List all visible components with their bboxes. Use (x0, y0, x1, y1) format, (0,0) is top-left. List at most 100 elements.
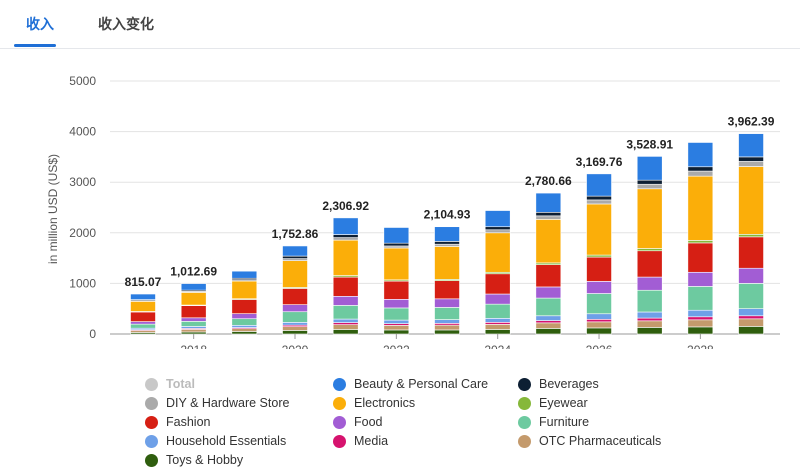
bar-segment-diy-hardware-store[interactable] (484, 229, 511, 234)
bar-segment-electronics[interactable] (484, 232, 511, 273)
bar-segment-beauty-personal-care[interactable] (383, 227, 410, 244)
bar-segment-food[interactable] (687, 271, 714, 287)
bar-segment-beverages[interactable] (332, 234, 359, 238)
legend-item-electronics[interactable]: Electronics (333, 394, 415, 412)
bar-segment-beauty-personal-care[interactable] (586, 173, 612, 197)
bar-segment-otc-pharmaceuticals[interactable] (130, 330, 156, 333)
bar-segment-electronics[interactable] (738, 166, 764, 235)
bar-segment-toys-hobby[interactable] (586, 327, 612, 335)
bar-segment-furniture[interactable] (282, 311, 308, 323)
bar-segment-household-essentials[interactable] (180, 326, 207, 329)
bar-segment-media[interactable] (636, 317, 663, 322)
bar-segment-food[interactable] (434, 298, 460, 308)
bar-segment-furniture[interactable] (130, 323, 156, 329)
bar-segment-fashion[interactable] (636, 250, 663, 278)
bar-segment-otc-pharmaceuticals[interactable] (687, 319, 714, 328)
bar-segment-household-essentials[interactable] (535, 315, 562, 321)
bar-segment-beauty-personal-care[interactable] (180, 283, 207, 291)
bar-segment-food[interactable] (484, 293, 511, 305)
bar-segment-toys-hobby[interactable] (687, 326, 714, 335)
bar-segment-electronics[interactable] (535, 219, 562, 264)
bar-segment-media[interactable] (332, 322, 359, 325)
bar-segment-media[interactable] (535, 320, 562, 324)
bar-segment-fashion[interactable] (535, 264, 562, 288)
bar-segment-fashion[interactable] (484, 273, 511, 295)
bar-segment-electronics[interactable] (231, 280, 258, 300)
bar-segment-beverages[interactable] (434, 241, 460, 245)
bar-segment-otc-pharmaceuticals[interactable] (282, 326, 308, 331)
bar-segment-food[interactable] (586, 281, 612, 294)
legend-item-eyewear[interactable]: Eyewear (518, 394, 588, 412)
bar-segment-toys-hobby[interactable] (332, 329, 359, 335)
bar-segment-furniture[interactable] (738, 283, 764, 309)
bar-segment-furniture[interactable] (180, 321, 207, 327)
bar-segment-fashion[interactable] (282, 288, 308, 305)
legend-item-media[interactable]: Media (333, 432, 388, 450)
bar-segment-food[interactable] (636, 276, 663, 291)
legend-item-fashion[interactable]: Fashion (145, 413, 210, 431)
bar-segment-beauty-personal-care[interactable] (636, 156, 663, 181)
bar-segment-beauty-personal-care[interactable] (434, 226, 460, 242)
bar-segment-media[interactable] (586, 319, 612, 323)
bar-segment-furniture[interactable] (586, 293, 612, 315)
bar-segment-household-essentials[interactable] (687, 309, 714, 318)
bar-segment-fashion[interactable] (231, 299, 258, 314)
bar-segment-beverages[interactable] (484, 226, 511, 231)
bar-segment-household-essentials[interactable] (282, 322, 308, 326)
bar-segment-beauty-personal-care[interactable] (738, 133, 764, 158)
bar-segment-fashion[interactable] (687, 242, 714, 273)
bar-segment-electronics[interactable] (332, 239, 359, 276)
bar-segment-media[interactable] (484, 322, 511, 325)
bar-segment-household-essentials[interactable] (332, 318, 359, 323)
legend-item-diy-hardware-store[interactable]: DIY & Hardware Store (145, 394, 289, 412)
bar-segment-beverages[interactable] (535, 212, 562, 217)
bar-segment-beauty-personal-care[interactable] (282, 245, 308, 257)
bar-segment-otc-pharmaceuticals[interactable] (484, 324, 511, 330)
bar-segment-electronics[interactable] (636, 188, 663, 249)
bar-segment-household-essentials[interactable] (636, 311, 663, 319)
bar-segment-household-essentials[interactable] (383, 319, 410, 324)
bar-segment-electronics[interactable] (130, 301, 156, 312)
bar-segment-fashion[interactable] (180, 305, 207, 319)
bar-segment-otc-pharmaceuticals[interactable] (434, 324, 460, 331)
bar-segment-furniture[interactable] (231, 318, 258, 326)
bar-segment-household-essentials[interactable] (738, 308, 764, 317)
bar-segment-diy-hardware-store[interactable] (687, 170, 714, 177)
bar-segment-otc-pharmaceuticals[interactable] (332, 324, 359, 330)
bar-segment-eyewear[interactable] (586, 254, 612, 258)
bar-segment-diy-hardware-store[interactable] (282, 258, 308, 261)
bar-segment-household-essentials[interactable] (434, 319, 460, 324)
bar-segment-beverages[interactable] (687, 166, 714, 172)
bar-segment-beverages[interactable] (282, 255, 308, 259)
bar-segment-diy-hardware-store[interactable] (586, 199, 612, 205)
bar-segment-diy-hardware-store[interactable] (636, 183, 663, 190)
bar-segment-food[interactable] (535, 286, 562, 299)
bar-segment-furniture[interactable] (434, 307, 460, 320)
bar-segment-diy-hardware-store[interactable] (383, 245, 410, 249)
legend-item-toys-hobby[interactable]: Toys & Hobby (145, 451, 243, 469)
bar-segment-electronics[interactable] (383, 247, 410, 281)
bar-segment-furniture[interactable] (383, 307, 410, 321)
bar-segment-diy-hardware-store[interactable] (332, 237, 359, 241)
bar-segment-fashion[interactable] (332, 276, 359, 297)
bar-segment-toys-hobby[interactable] (484, 329, 511, 335)
bar-segment-otc-pharmaceuticals[interactable] (231, 328, 258, 332)
bar-segment-food[interactable] (130, 321, 156, 325)
bar-segment-household-essentials[interactable] (231, 324, 258, 328)
bar-segment-food[interactable] (231, 313, 258, 320)
bar-segment-electronics[interactable] (434, 246, 460, 280)
bar-segment-furniture[interactable] (636, 289, 663, 313)
bar-segment-beauty-personal-care[interactable] (687, 142, 714, 168)
bar-segment-toys-hobby[interactable] (231, 331, 258, 335)
bar-segment-beverages[interactable] (586, 195, 612, 201)
legend-item-furniture[interactable]: Furniture (518, 413, 589, 431)
bar-segment-toys-hobby[interactable] (282, 330, 308, 335)
bar-segment-diy-hardware-store[interactable] (434, 243, 460, 247)
bar-segment-otc-pharmaceuticals[interactable] (738, 318, 764, 327)
bar-segment-toys-hobby[interactable] (434, 329, 460, 335)
bar-segment-otc-pharmaceuticals[interactable] (535, 322, 562, 329)
bar-segment-furniture[interactable] (535, 297, 562, 317)
bar-segment-electronics[interactable] (586, 203, 612, 256)
bar-segment-beauty-personal-care[interactable] (484, 210, 511, 228)
bar-segment-electronics[interactable] (687, 175, 714, 241)
